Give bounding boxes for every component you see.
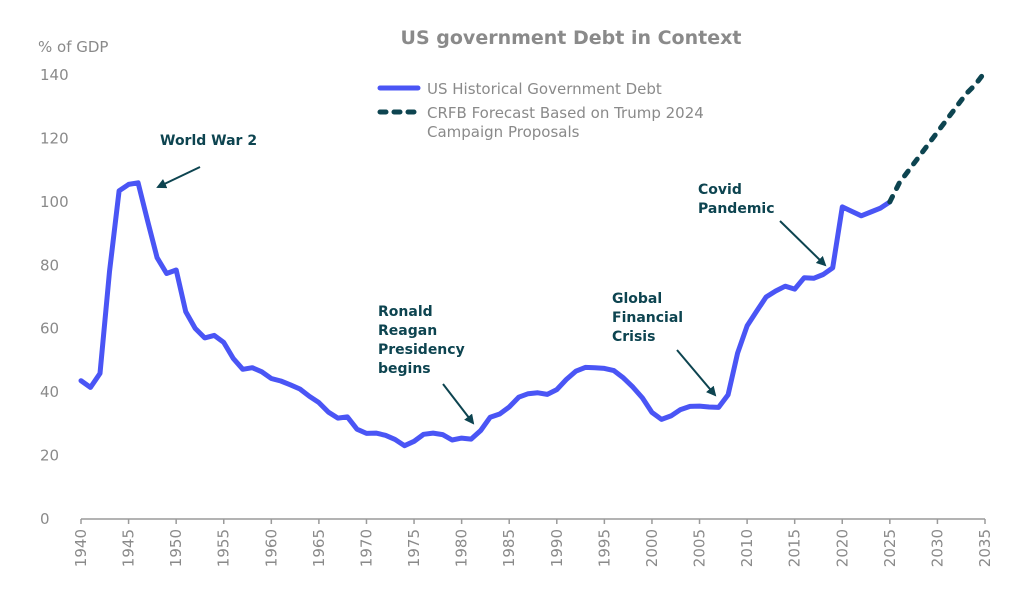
x-tick-label: 1950 (167, 529, 185, 567)
x-tick-label: 1960 (262, 529, 280, 567)
legend: US Historical Government Debt CRFB Foreca… (377, 80, 704, 141)
series-layer (78, 69, 988, 449)
x-tick-label: 1990 (548, 529, 566, 567)
legend-label-forecast: CRFB Forecast Based on Trump 2024 (427, 104, 704, 122)
annotation-label: Covid (698, 182, 742, 198)
annotation-arrow (676, 349, 717, 397)
annotation-label: Pandemic (698, 201, 775, 217)
x-axis: 1940 1945 1950 1955 1960 1965 1970 1975 1980 1985… (72, 518, 994, 567)
annotation-label: Ronald (378, 304, 433, 320)
x-tick-label: 1965 (310, 529, 328, 567)
y-tick-label: 100 (40, 193, 69, 211)
y-tick-label: 60 (40, 320, 59, 338)
historical-debt-line (78, 180, 893, 449)
x-tick-label: 1970 (357, 529, 375, 567)
x-tick-label: 1985 (500, 529, 518, 567)
legend-label-forecast: Campaign Proposals (427, 123, 580, 141)
forecast-line (887, 69, 988, 205)
x-tick-label: 1975 (405, 529, 423, 567)
legend-label-historical: US Historical Government Debt (427, 80, 662, 98)
chart-title: US government Debt in Context (401, 27, 742, 49)
y-axis-label: % of GDP (38, 38, 108, 56)
annotation-label: Global (612, 291, 662, 307)
x-tick-label: 1940 (72, 529, 90, 567)
y-tick-label: 140 (40, 66, 69, 84)
annotation-label: Financial (612, 310, 683, 326)
x-tick-label: 2015 (786, 529, 804, 567)
x-tick-label: 2030 (928, 529, 946, 567)
x-tick-label: 1980 (453, 529, 471, 567)
x-tick-label: 2005 (691, 529, 709, 567)
annotation-label: Presidency (378, 342, 465, 358)
x-tick-label: 1995 (595, 529, 613, 567)
x-tick-label: 2000 (643, 529, 661, 567)
y-tick-label: 80 (40, 256, 59, 274)
y-tick-label: 20 (40, 447, 59, 465)
y-axis-ticks: 0 20 40 60 80 100 120 140 (40, 66, 69, 528)
x-tick-label: 2035 (976, 529, 994, 567)
annotation-arrow (779, 220, 827, 267)
annotation-arrow (156, 166, 201, 189)
y-tick-label: 40 (40, 383, 59, 401)
x-tick-label: 2010 (738, 529, 756, 567)
annotation-arrow (442, 383, 475, 425)
x-tick-label: 1945 (120, 529, 138, 567)
y-tick-label: 120 (40, 129, 69, 147)
annotation-label: begins (378, 361, 431, 377)
annotation-label: World War 2 (160, 133, 257, 149)
annotation-label: Reagan (378, 323, 437, 339)
annotations: World War 2 Ronald Reagan Presidency begins G… (156, 133, 827, 425)
y-tick-label: 0 (40, 510, 50, 528)
annotation-label: Crisis (612, 329, 655, 345)
x-tick-label: 2020 (833, 529, 851, 567)
x-tick-label: 2025 (881, 529, 899, 567)
x-tick-label: 1955 (215, 529, 233, 567)
